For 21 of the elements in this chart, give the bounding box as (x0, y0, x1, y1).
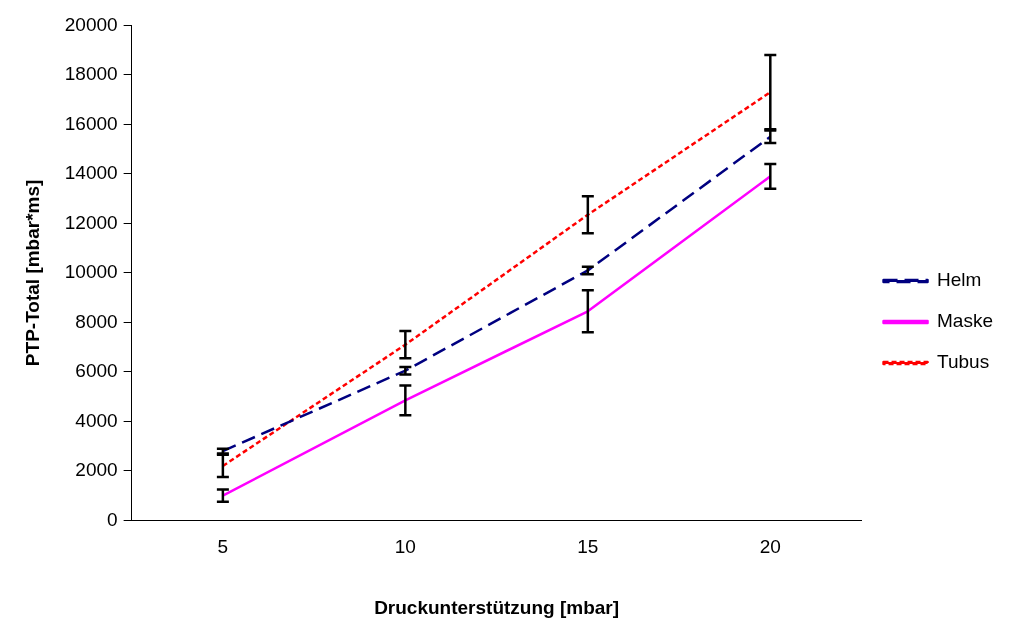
line-series (221, 90, 772, 468)
y-tick-label: 16000 (64, 112, 118, 134)
x-tick-label: 5 (217, 536, 229, 558)
y-tick-label: 8000 (75, 310, 118, 332)
y-tick-label: 18000 (64, 63, 118, 85)
legend-label: Maske (937, 310, 994, 332)
y-tick-label: 10000 (64, 261, 118, 283)
legend-label: Tubus (937, 351, 990, 373)
y-tick-label: 0 (107, 508, 118, 530)
y-tick-label: 20000 (64, 13, 118, 35)
x-tick-label: 20 (759, 536, 781, 558)
y-axis-title: PTP-Total [mbar*ms] (21, 179, 43, 367)
y-tick-label: 6000 (75, 360, 118, 382)
legend-label: Helm (937, 269, 982, 291)
x-axis-title: Druckunterstützung [mbar] (374, 596, 620, 618)
y-tick-label: 14000 (64, 162, 118, 184)
y-tick-label: 12000 (64, 211, 118, 233)
y-tick-label: 2000 (75, 459, 118, 481)
x-tick-label: 15 (577, 536, 599, 558)
y-tick-label: 4000 (75, 409, 118, 431)
x-tick-label: 10 (394, 536, 416, 558)
